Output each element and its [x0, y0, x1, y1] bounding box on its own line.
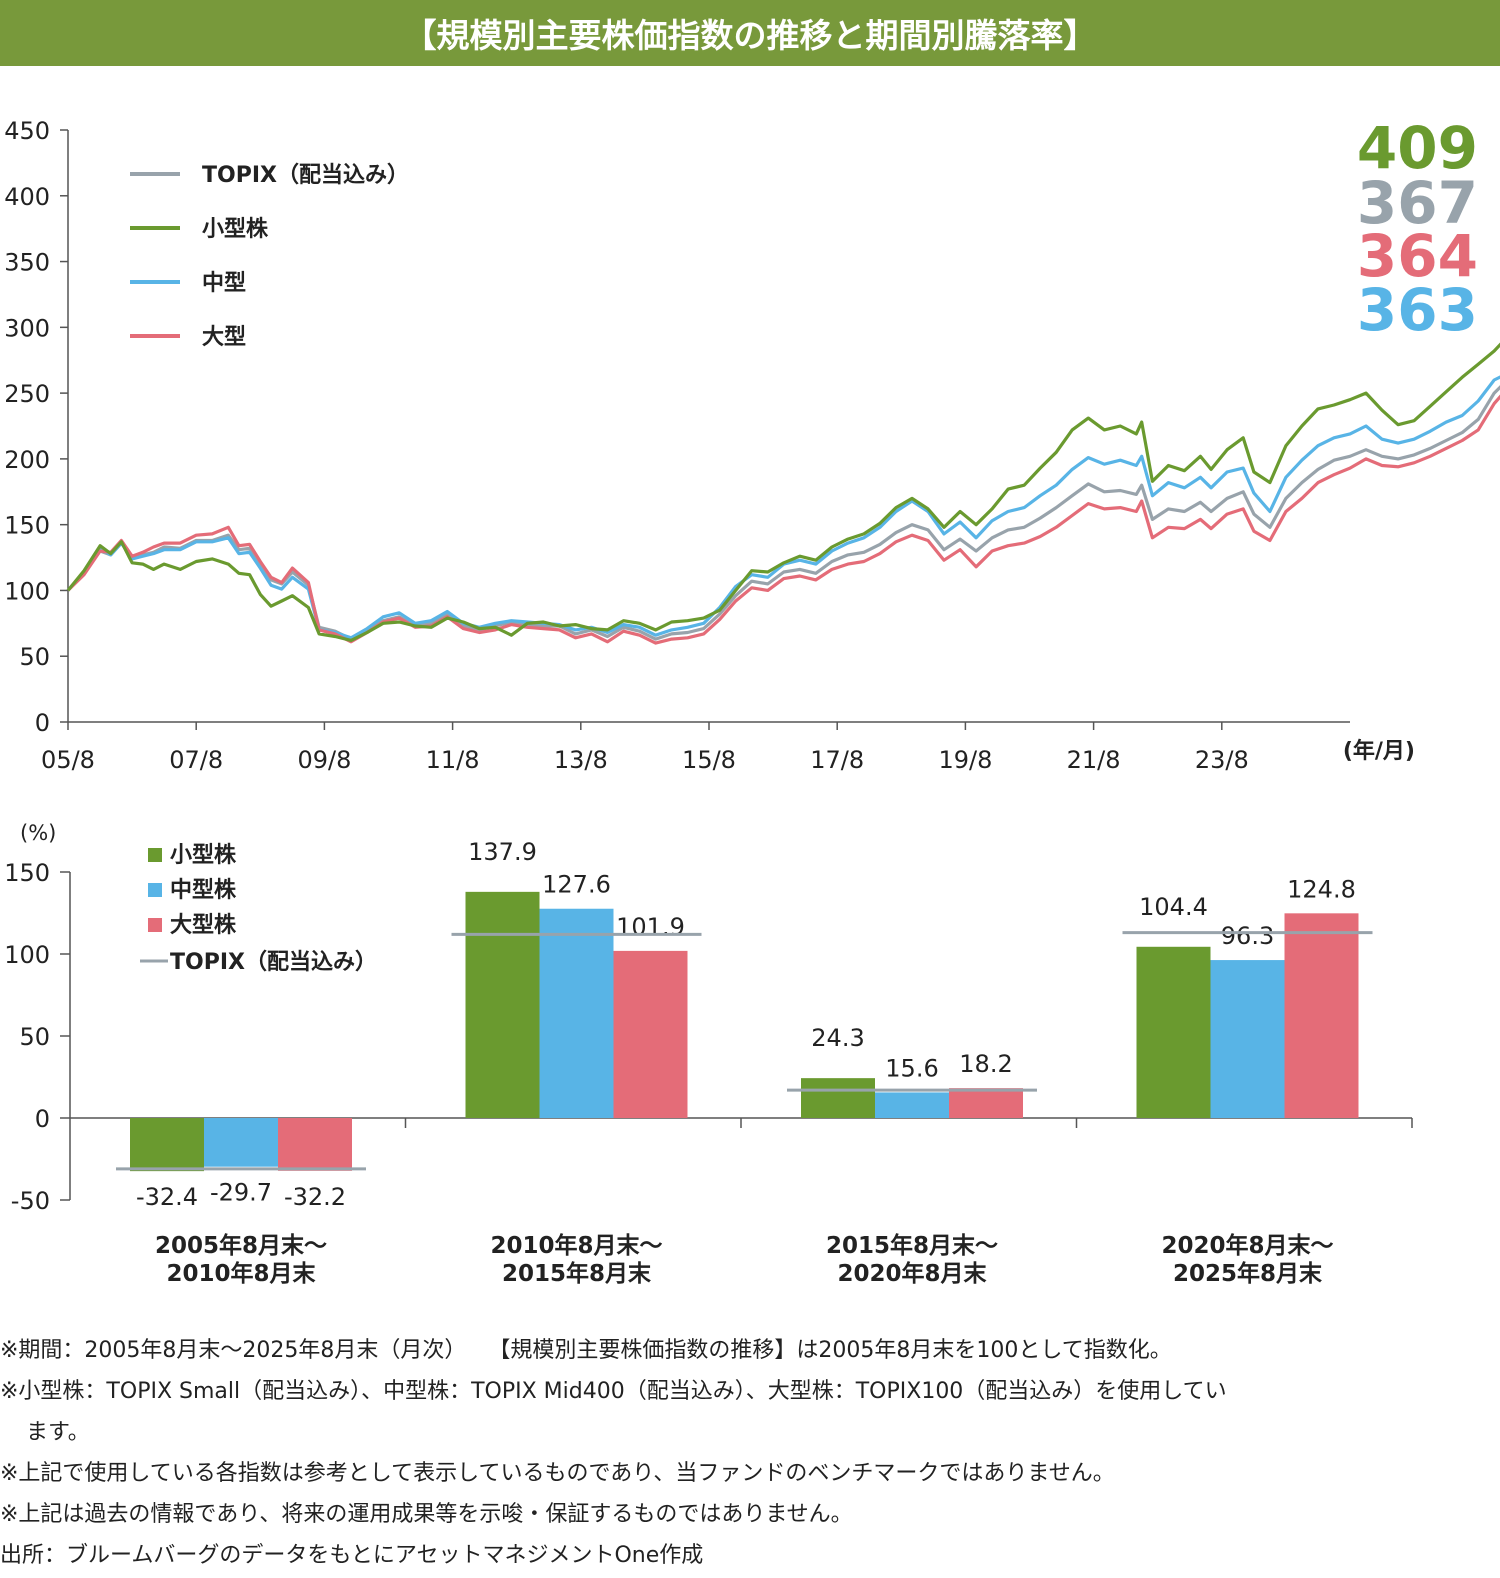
index-line-chart: 0 50 100 150 200 250 300 350 400 450 05/8 07/8 09/8 1…	[4, 114, 1500, 774]
x-tick-label: 15/8	[682, 746, 736, 774]
bar-value-label: -32.4	[136, 1183, 198, 1211]
y-tick-label: 50	[19, 1023, 50, 1051]
category-label: 2015年8月末～	[826, 1232, 998, 1259]
category-label: 2005年8月末～	[155, 1232, 327, 1259]
bar-large	[1284, 913, 1359, 1118]
x-tick-label: 17/8	[810, 746, 864, 774]
x-tick-label: 23/8	[1195, 746, 1249, 774]
legend-label-small: 小型株	[202, 217, 269, 242]
note-reference: ※上記で使用している各指数は参考として表示しているものであり、当ファンドのベンチ…	[0, 1461, 1115, 1486]
note-indices-cont: ます。	[26, 1420, 90, 1445]
end-label-large: 364	[1357, 222, 1478, 290]
end-label-small: 409	[1357, 114, 1478, 182]
x-tick-label: 19/8	[938, 746, 992, 774]
y-tick-label: 350	[4, 249, 50, 277]
bar-value-label: 24.3	[811, 1024, 864, 1052]
y-tick-label: 200	[4, 446, 50, 474]
bar-value-label: -32.2	[284, 1183, 346, 1211]
bar-small	[465, 891, 540, 1118]
y-unit-label: (%)	[20, 821, 56, 845]
bar-value-label: 15.6	[885, 1054, 938, 1082]
y-tick-label: 300	[4, 314, 50, 342]
series-line-small	[66, 342, 1500, 642]
bar-value-label: 124.8	[1287, 875, 1356, 903]
category-label: 2020年8月末	[837, 1260, 987, 1287]
note-indices: ※小型株：TOPIX Small（配当込み）、中型株：TOPIX Mid400（…	[0, 1379, 1227, 1404]
bar-large	[613, 950, 688, 1118]
bar-mid	[1210, 960, 1285, 1118]
category-label: 2020年8月末～	[1161, 1232, 1333, 1259]
x-tick-label: 21/8	[1067, 746, 1121, 774]
series-line-mid	[66, 375, 1500, 640]
legend-label-topix: TOPIX（配当込み）	[170, 950, 377, 975]
legend-label-topix: TOPIX（配当込み）	[202, 163, 409, 188]
series-line-large	[66, 394, 1500, 645]
legend-swatch-mid	[148, 883, 162, 897]
bar-large	[949, 1088, 1023, 1118]
bar-value-label: 127.6	[542, 871, 611, 899]
legend-label-mid: 中型株	[170, 878, 237, 903]
bar-value-label: 104.4	[1139, 893, 1208, 921]
legend-swatch-small	[148, 848, 162, 862]
x-unit-label: (年/月)	[1343, 738, 1415, 764]
bar-large	[278, 1118, 352, 1171]
category-label: 2010年8月末～	[490, 1232, 662, 1259]
footnotes: ※期間：2005年8月末～2025年8月末（月次） 【規模別主要株価指数の推移】…	[0, 1330, 1500, 1576]
x-tick-label: 09/8	[297, 746, 351, 774]
y-tick-label: 0	[35, 1105, 50, 1133]
chart-title: 【規模別主要株価指数の推移と期間別騰落率】	[403, 16, 1097, 55]
y-tick-label: 50	[19, 643, 50, 671]
note-source: 出所：ブルームバーグのデータをもとにアセットマネジメントOne作成	[0, 1543, 704, 1568]
y-tick-label: 0	[35, 709, 50, 737]
bar-value-label: 96.3	[1221, 922, 1274, 950]
legend-label-large: 大型	[202, 325, 246, 350]
bar-mid	[539, 908, 614, 1118]
chart-title-bar: 【規模別主要株価指数の推移と期間別騰落率】	[0, 0, 1500, 66]
bar-mid	[204, 1118, 278, 1167]
y-tick-label: 100	[4, 941, 50, 969]
legend-label-small: 小型株	[170, 843, 237, 868]
bar-value-label: 101.9	[616, 913, 685, 941]
y-tick-label: 150	[4, 859, 50, 887]
y-tick-label: 150	[4, 512, 50, 540]
note-period: ※期間：2005年8月末～2025年8月末（月次） 【規模別主要株価指数の推移】…	[0, 1338, 1172, 1363]
bar-value-label: 137.9	[468, 838, 537, 866]
y-tick-label: 250	[4, 380, 50, 408]
x-tick-label: 05/8	[41, 746, 95, 774]
bar-small	[130, 1118, 204, 1172]
category-label: 2015年8月末	[502, 1260, 652, 1287]
bar-small	[1136, 946, 1211, 1118]
y-tick-label: 100	[4, 577, 50, 605]
end-label-mid: 363	[1357, 276, 1478, 344]
category-label: 2025年8月末	[1173, 1260, 1323, 1287]
bar-small	[801, 1078, 875, 1118]
x-tick-label: 13/8	[554, 746, 608, 774]
y-tick-label: 400	[4, 183, 50, 211]
bar-value-label: 18.2	[959, 1050, 1012, 1078]
y-tick-label: -50	[11, 1187, 50, 1215]
y-tick-label: 450	[4, 117, 50, 145]
x-tick-label: 11/8	[426, 746, 480, 774]
bar-mid	[875, 1092, 949, 1118]
x-tick-label: 07/8	[169, 746, 223, 774]
category-label: 2010年8月末	[166, 1260, 316, 1287]
legend-swatch-large	[148, 918, 162, 932]
legend-label-large: 大型株	[170, 913, 237, 938]
series-line-topix	[66, 385, 1500, 641]
bar-value-label: -29.7	[210, 1179, 272, 1207]
legend-label-mid: 中型	[202, 271, 246, 296]
note-disclaimer: ※上記は過去の情報であり、将来の運用成果等を示唆・保証するものではありません。	[0, 1502, 853, 1527]
end-label-topix: 367	[1357, 169, 1478, 237]
